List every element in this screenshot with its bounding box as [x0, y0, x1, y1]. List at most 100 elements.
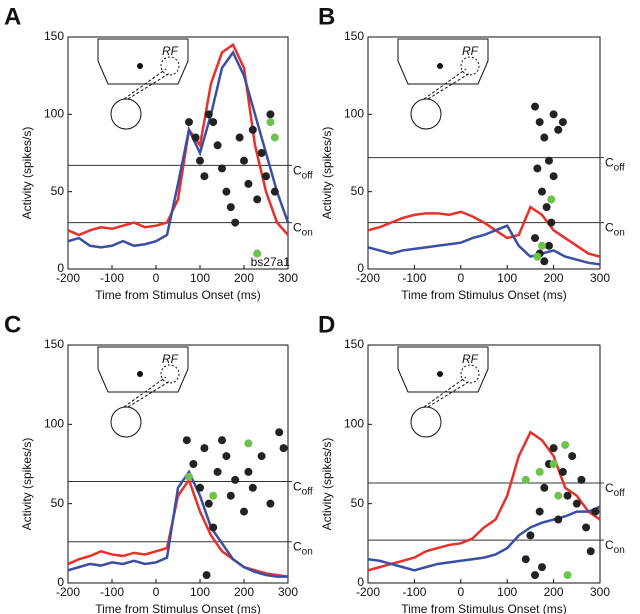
x-tick-label: 200 [234, 271, 254, 285]
y-tick-label: 150 [344, 29, 364, 43]
event-dot [540, 257, 549, 266]
event-dot [244, 179, 253, 188]
event-dot [209, 523, 218, 532]
event-dot [200, 444, 209, 453]
event-dot [222, 187, 231, 196]
event-dot [204, 110, 213, 119]
plot-frame [367, 344, 601, 584]
y-tick-label: 0 [357, 575, 364, 589]
event-dot [591, 507, 600, 516]
x-tick-label: 100 [497, 585, 517, 599]
threshold-sub: on [614, 227, 625, 238]
event-dot [535, 507, 544, 516]
event-dot [213, 141, 222, 150]
y-axis-label: Activity (spikes/s) [320, 438, 334, 531]
event-dot [218, 436, 226, 445]
event-dot [204, 499, 213, 508]
event-dot [563, 491, 572, 500]
inset-gaze [123, 376, 171, 408]
x-tick-label: -100 [402, 585, 426, 599]
threshold-sub: off [302, 170, 313, 181]
event-dot [209, 491, 218, 500]
panel-label: A [4, 3, 21, 30]
inset-head [410, 98, 442, 130]
threshold-sub: on [302, 546, 313, 557]
event-dot [533, 164, 542, 173]
event-dot [531, 102, 540, 111]
event-dot [275, 428, 284, 437]
x-tick-label: 300 [590, 271, 610, 285]
inset-target [137, 63, 143, 69]
event-dot [257, 452, 266, 461]
plot-frame [367, 36, 601, 270]
event-dot [554, 515, 563, 524]
event-dot [200, 172, 209, 181]
event-dot [549, 110, 558, 119]
inset-gaze [123, 68, 171, 100]
threshold-name: C [293, 480, 302, 494]
inset-head [110, 406, 142, 438]
inset-screen [97, 38, 189, 85]
inset-rf [460, 364, 480, 384]
rf-label: RF [162, 352, 179, 366]
threshold-label: Con [605, 538, 625, 555]
event-dot [531, 234, 540, 243]
inset-gaze [423, 376, 471, 408]
event-dot [531, 571, 540, 580]
event-dot [266, 499, 275, 508]
event-dot [572, 499, 581, 508]
x-tick-label: -100 [100, 585, 124, 599]
threshold-sub: on [302, 227, 313, 238]
threshold-name: C [293, 164, 302, 178]
event-dot [240, 507, 248, 516]
event-dot [196, 156, 204, 165]
event-dot [540, 483, 549, 492]
x-tick-label: 200 [234, 585, 254, 599]
y-tick-label: 0 [57, 261, 64, 275]
rf-label: RF [462, 352, 479, 366]
y-tick-label: 100 [344, 417, 364, 431]
inset-target [137, 371, 143, 377]
threshold-name: C [293, 540, 302, 554]
x-tick-label: -100 [402, 271, 426, 285]
inset-target [437, 63, 443, 69]
x-tick-label: 0 [457, 271, 464, 285]
x-tick-label: -200 [356, 271, 380, 285]
event-dot [240, 156, 248, 165]
panel-label: B [318, 3, 335, 30]
event-dot [558, 467, 567, 476]
event-dot [547, 195, 556, 204]
event-dot [226, 203, 235, 212]
event-dot [248, 125, 257, 134]
event-dot [182, 436, 191, 445]
event-dot [540, 133, 549, 142]
panel-label: D [318, 311, 335, 338]
event-dot [202, 571, 211, 580]
event-dot [586, 547, 595, 556]
x-axis-label: Time from Stimulus Onset (ms) [95, 602, 261, 614]
event-dot [270, 187, 279, 196]
event-dot [533, 252, 542, 261]
annotation: bs27a1 [251, 255, 291, 269]
x-tick-label: 0 [457, 585, 464, 599]
event-dot [191, 133, 200, 142]
event-dot [209, 118, 218, 127]
x-tick-label: 0 [153, 271, 160, 285]
activity-line [367, 430, 601, 572]
threshold-label: Coff [605, 156, 625, 173]
event-dot [218, 164, 226, 173]
x-tick-label: 200 [544, 585, 564, 599]
event-dot [244, 439, 253, 448]
event-dot [563, 571, 572, 580]
threshold-sub: off [302, 486, 313, 497]
y-tick-label: 150 [44, 337, 64, 351]
threshold-label: Coff [293, 164, 313, 181]
y-axis-label: Activity (spikes/s) [20, 127, 34, 220]
event-dot [582, 523, 591, 532]
y-tick-label: 50 [51, 496, 65, 510]
event-dot [554, 491, 563, 500]
x-tick-label: 100 [497, 271, 517, 285]
event-dot [538, 187, 546, 196]
threshold-label: Coff [605, 481, 625, 498]
y-tick-label: 100 [44, 417, 64, 431]
